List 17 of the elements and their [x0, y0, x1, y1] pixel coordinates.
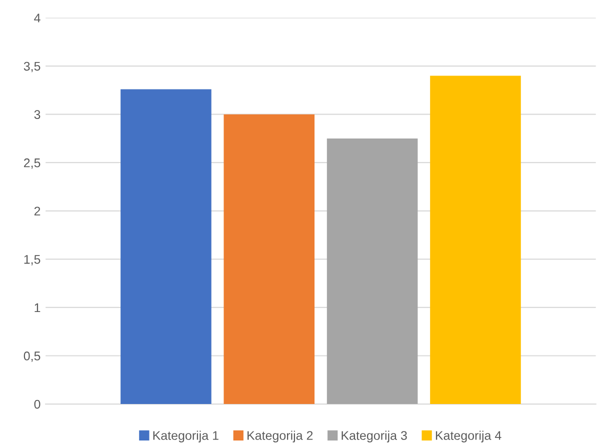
y-tick-label: 2 — [34, 206, 40, 216]
y-tick-label: 3 — [34, 110, 40, 119]
y-tick-label: 0,5 — [24, 352, 40, 362]
legend-label: Kategorija 3 — [342, 430, 407, 442]
y-tick-label: 1 — [34, 303, 40, 312]
legend-label: Kategorija 4 — [436, 430, 502, 442]
y-tick-label: 3,5 — [24, 62, 40, 72]
bar — [120, 89, 212, 404]
y-tick-label: 2,5 — [24, 158, 40, 169]
bar — [326, 138, 418, 404]
bar — [224, 114, 315, 404]
y-tick-label: 0 — [34, 400, 40, 409]
bar — [430, 76, 521, 404]
y-tick-label: 4 — [34, 14, 40, 22]
legend-label: Kategorija 2 — [248, 430, 313, 442]
y-tick-label: 1,5 — [24, 255, 40, 266]
legend-label: Kategorija 1 — [153, 430, 218, 442]
